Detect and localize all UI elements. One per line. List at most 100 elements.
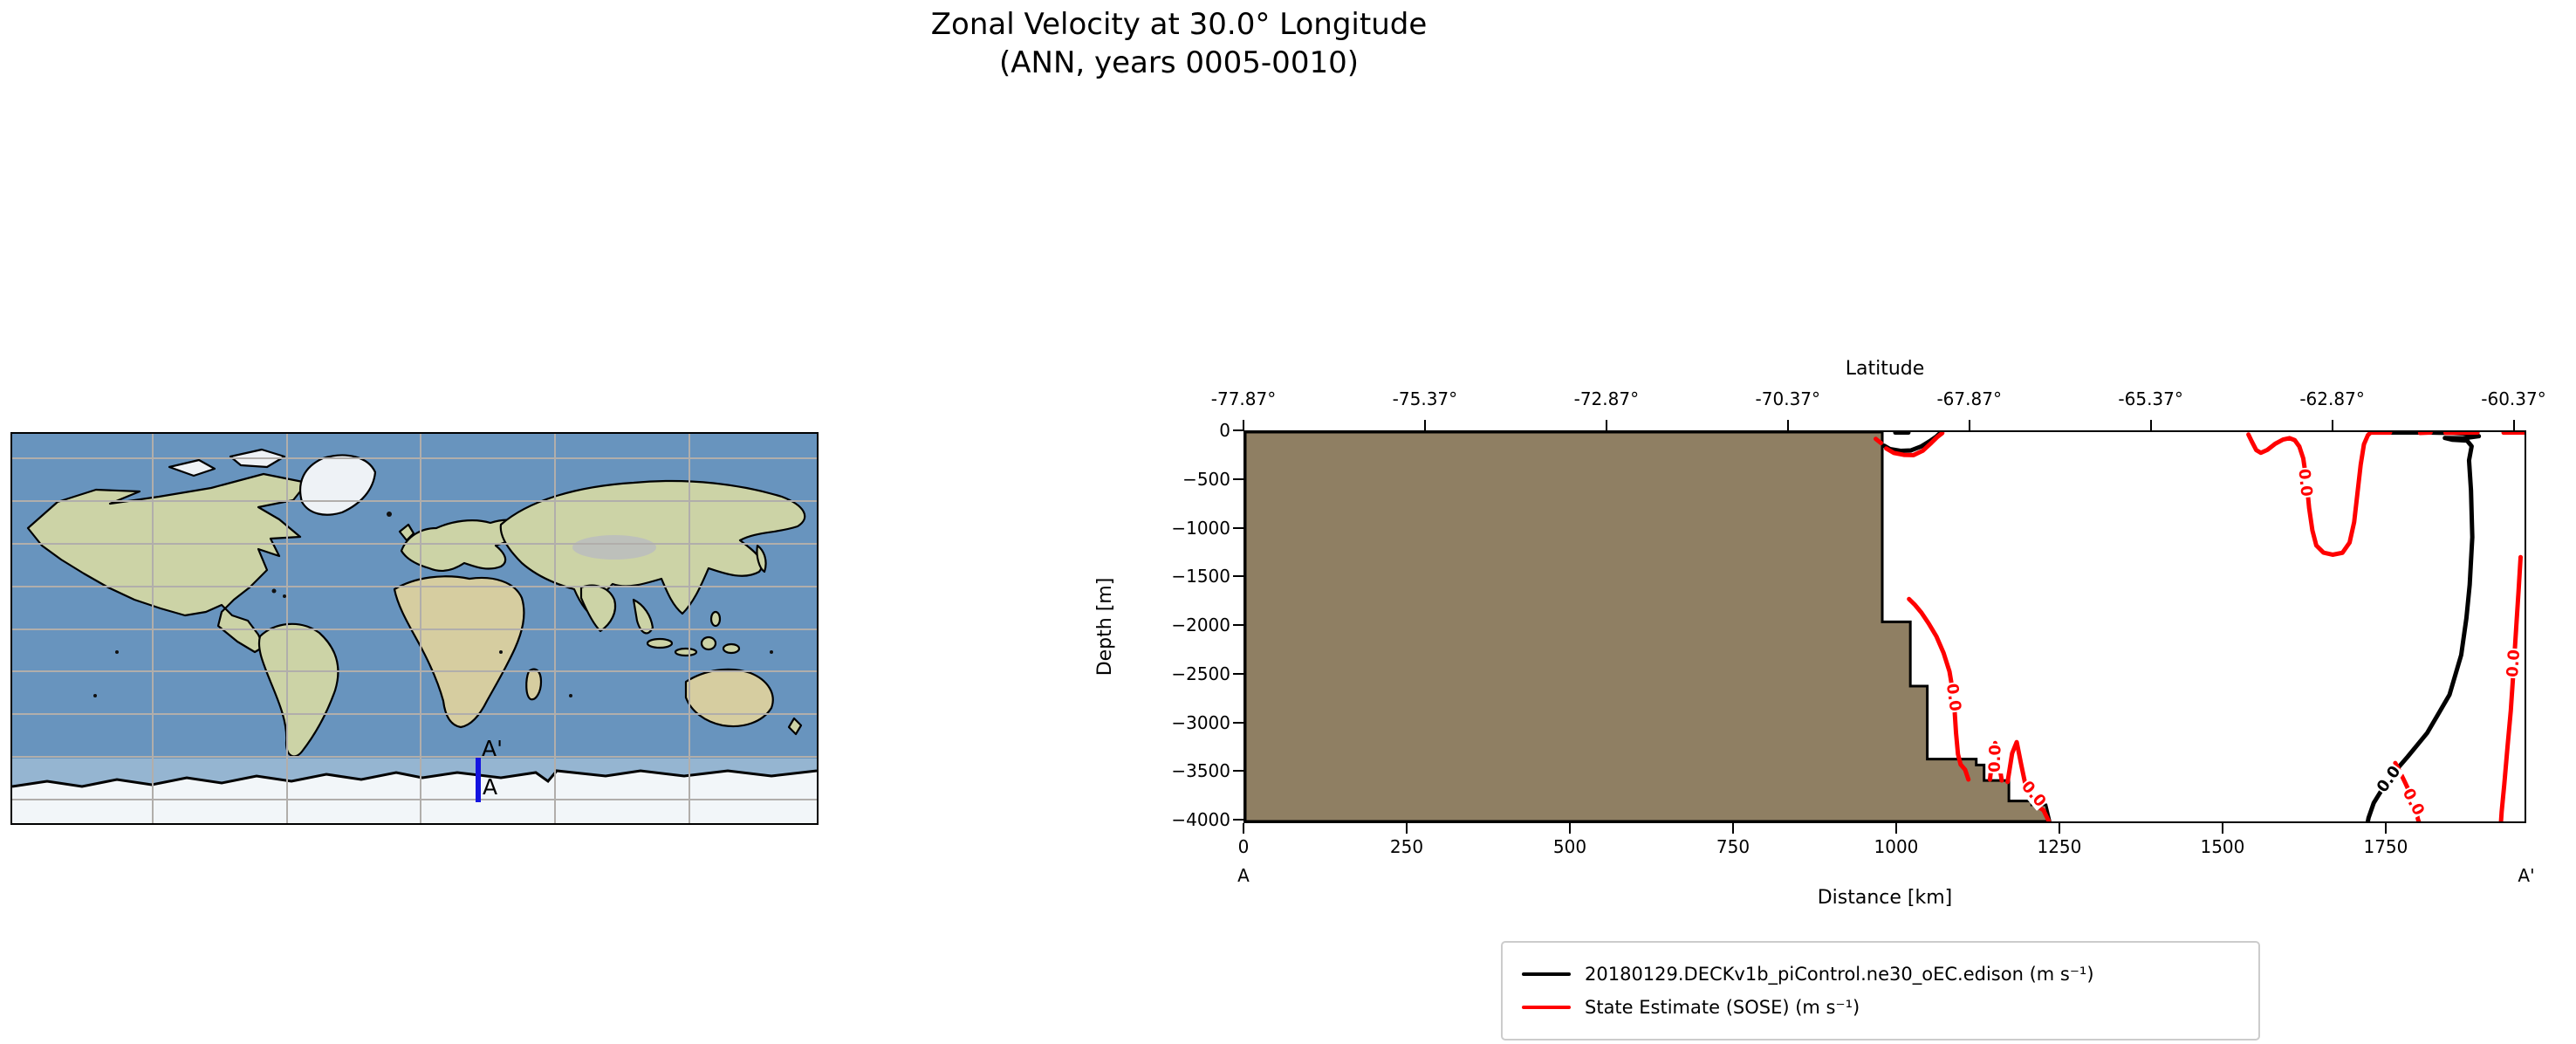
- top-axis-tick-label: -72.87°: [1573, 388, 1640, 409]
- legend: 20180129.DECKv1b_piControl.ne30_oEC.edis…: [1501, 941, 2260, 1041]
- transect-line: [476, 758, 481, 802]
- left-axis-tick: [1233, 819, 1243, 821]
- top-axis-title: Latitude: [1845, 358, 1925, 380]
- bottom-axis-tick: [2384, 823, 2387, 834]
- arctic-islands-2: [168, 458, 216, 477]
- top-axis-tick: [2512, 420, 2515, 430]
- new-guinea: [722, 642, 741, 655]
- contour-path-sose-5: [2246, 432, 2393, 557]
- legend-label-sose: State Estimate (SOSE) (m s⁻¹): [1585, 997, 1860, 1018]
- left-axis-tick: [1233, 526, 1243, 529]
- legend-line-sample-model: [1522, 972, 1571, 976]
- section-plot-svg: [1245, 432, 2525, 821]
- island-dots: [93, 512, 773, 697]
- top-axis-tick-label: -62.87°: [2299, 388, 2365, 409]
- europe: [400, 519, 527, 572]
- transect-end-label: A': [482, 736, 503, 761]
- top-axis-tick: [1605, 420, 1607, 430]
- top-axis-tick-label: -70.37°: [1755, 388, 1821, 409]
- world-map-inset: A' A: [10, 432, 819, 825]
- bottom-axis-tick-label: 1250: [2037, 836, 2082, 857]
- graticule: [12, 434, 817, 823]
- bottom-axis-tick-label: 0: [1237, 836, 1250, 857]
- bottom-axis-tick-label: 250: [1389, 836, 1424, 857]
- legend-label-model: 20180129.DECKv1b_piControl.ne30_oEC.edis…: [1585, 964, 2094, 985]
- top-axis-tick: [1243, 420, 1244, 430]
- left-axis-tick: [1233, 672, 1243, 675]
- java: [674, 647, 698, 657]
- top-axis-tick: [1423, 420, 1426, 430]
- transect-start-label: A: [483, 774, 498, 800]
- top-axis-tick: [1786, 420, 1789, 430]
- australia: [684, 668, 774, 728]
- contour-path-sose-0: [1874, 436, 1884, 445]
- top-axis-tick: [2149, 420, 2152, 430]
- antarctica: [12, 771, 817, 823]
- left-axis-tick-label: −1500: [1171, 566, 1230, 587]
- top-axis-tick: [1968, 420, 1970, 430]
- greenland: [298, 454, 377, 516]
- left-axis-tick: [1233, 624, 1243, 626]
- top-axis-tick: [2331, 420, 2333, 430]
- madagascar: [525, 668, 543, 701]
- bottom-axis-tick-label: 1000: [1874, 836, 1919, 857]
- top-axis-tick-label: -75.37°: [1392, 388, 1458, 409]
- figure-title-line2: (ANN, years 0005-0010): [999, 45, 1359, 80]
- new-zealand: [787, 717, 803, 736]
- contour-path-model-2: [2365, 432, 2482, 821]
- borneo: [700, 635, 717, 651]
- left-axis-tick-label: 0: [1219, 420, 1230, 441]
- bottom-axis-tick: [2221, 823, 2223, 834]
- british-isles: [398, 523, 415, 542]
- contour-label-sose-3: 0.0: [2294, 467, 2316, 498]
- left-axis-tick-label: −3500: [1171, 760, 1230, 782]
- himalaya-shading: [572, 535, 656, 560]
- contour-label-sose-4: 0.0: [2503, 648, 2525, 679]
- left-axis-tick-label: −1000: [1171, 517, 1230, 539]
- bottom-axis-tick-label: 1750: [2363, 836, 2408, 857]
- top-axis-tick-label: -60.37°: [2481, 388, 2546, 409]
- top-axis-tick-label: -67.87°: [1936, 388, 2002, 409]
- left-axis-tick: [1233, 575, 1243, 578]
- left-axis-tick-label: −2500: [1171, 663, 1230, 684]
- left-axis-tick: [1233, 770, 1243, 773]
- japan: [756, 544, 767, 574]
- bottom-axis-tick-label: 500: [1552, 836, 1587, 857]
- contour-path-sose-2: [1907, 596, 1971, 782]
- bottom-axis-title: Distance [km]: [1817, 887, 1953, 909]
- north-america: [26, 472, 309, 654]
- legend-line-sample-sose: [1522, 1006, 1571, 1009]
- section-start-label: A: [1237, 865, 1250, 886]
- south-america: [257, 622, 339, 758]
- antarctica-coastline: [12, 769, 817, 788]
- southeast-asia: [632, 598, 654, 635]
- philippines: [709, 610, 722, 628]
- left-axis-tick: [1233, 477, 1243, 480]
- bottom-axis-tick: [2058, 823, 2060, 834]
- world-map-svg: [12, 434, 817, 823]
- bottom-axis-tick: [1568, 823, 1571, 834]
- bottom-axis-tick: [1405, 823, 1408, 834]
- contour-label-sose-1: 0.0: [1985, 743, 2005, 773]
- figure-title-line1: Zonal Velocity at 30.0° Longitude: [930, 7, 1428, 42]
- sumatra: [646, 637, 674, 649]
- bottom-axis-tick: [1243, 823, 1244, 834]
- section-axes: 0.0 0.0 0.0 0.0 0.0 0.0 0.0: [1243, 430, 2526, 823]
- bottom-axis-tick: [1894, 823, 1897, 834]
- legend-entry-model: 20180129.DECKv1b_piControl.ne30_oEC.edis…: [1522, 964, 2258, 985]
- africa: [393, 575, 525, 729]
- legend-entry-sose: State Estimate (SOSE) (m s⁻¹): [1522, 997, 2258, 1018]
- left-axis-tick-label: −4000: [1171, 809, 1230, 830]
- top-axis-tick-label: -65.37°: [2118, 388, 2183, 409]
- left-axis-tick: [1233, 429, 1243, 431]
- bottom-axis-tick-label: 750: [1716, 836, 1750, 857]
- left-axis-tick-label: −500: [1182, 468, 1230, 490]
- left-axis-tick-label: −3000: [1171, 711, 1230, 733]
- top-axis-tick-label: -77.87°: [1210, 388, 1277, 409]
- section-end-label: A': [2518, 865, 2535, 886]
- left-axis-tick-label: −2000: [1171, 615, 1230, 635]
- bottom-axis-tick-label: 1500: [2200, 836, 2245, 857]
- left-axis-tick: [1233, 721, 1243, 724]
- contour-label-sose-0: 0.0: [1942, 682, 1964, 714]
